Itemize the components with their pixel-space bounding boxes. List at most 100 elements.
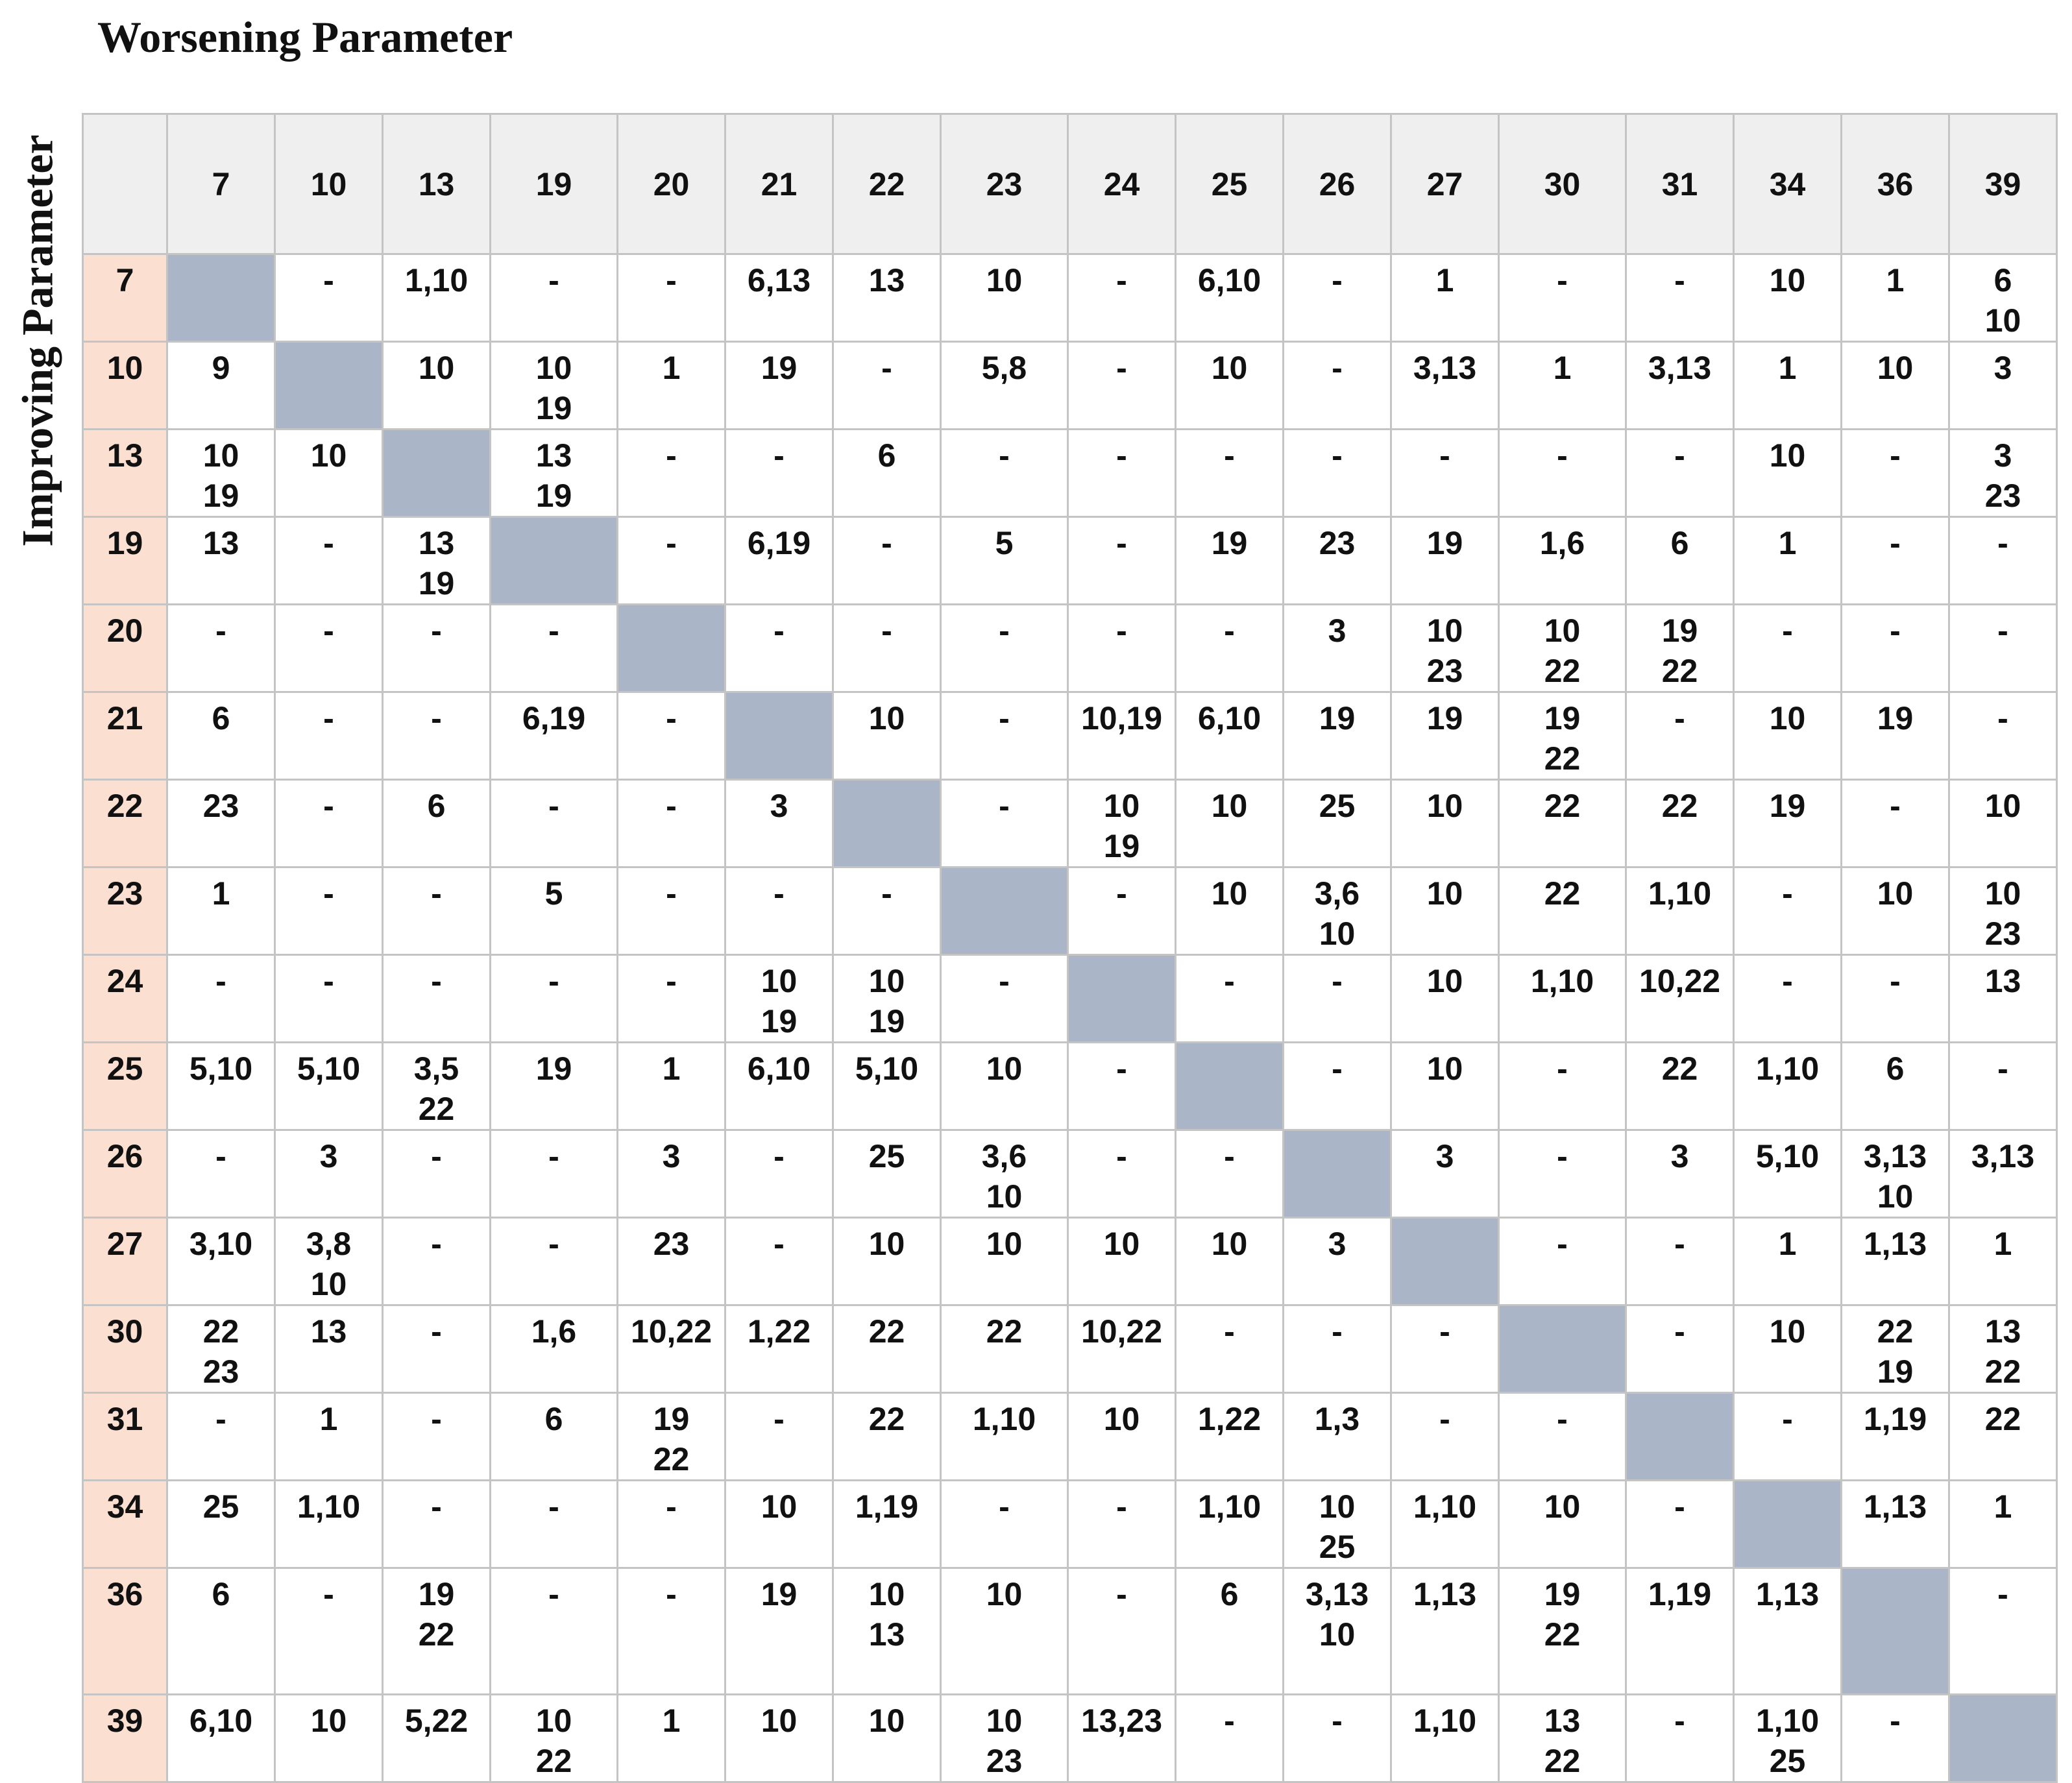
matrix-cell: 23 xyxy=(1282,516,1392,605)
row-header: 31 xyxy=(82,1392,168,1481)
matrix-cell: 5 xyxy=(489,866,618,956)
matrix-cell: 10 xyxy=(1067,1217,1176,1306)
table-row: 23 1- -5- - - -10 3,6 10 10 22 1,10-10 10 23 xyxy=(82,866,2058,956)
column-header: 10 xyxy=(274,113,384,255)
matrix-cell: 19 xyxy=(1390,516,1500,605)
matrix-cell: 1,10 xyxy=(1498,954,1627,1043)
improving-parameter-title: Improving Parameter xyxy=(12,134,62,547)
matrix-cell: 19 xyxy=(1733,779,1842,868)
matrix-cell: 19 xyxy=(1390,691,1500,781)
matrix-cell: 10 25 xyxy=(1282,1479,1392,1569)
matrix-cell: 1 xyxy=(274,1392,384,1481)
matrix-cell: 5 xyxy=(940,516,1069,605)
matrix-cell: 23 xyxy=(166,779,276,868)
matrix-cell: - xyxy=(1390,1392,1500,1481)
diagonal-cell xyxy=(1948,1693,2058,1783)
matrix-cell: 10 xyxy=(1067,1392,1176,1481)
row-header: 30 xyxy=(82,1304,168,1394)
corner-cell xyxy=(82,113,168,255)
matrix-cell: - xyxy=(1948,691,2058,781)
matrix-cell: - xyxy=(1840,516,1950,605)
matrix-cell: 25 xyxy=(166,1479,276,1569)
matrix-cell: 1 xyxy=(1733,1217,1842,1306)
matrix-cell: - xyxy=(616,253,726,343)
matrix-cell: - xyxy=(1390,1304,1500,1394)
row-header: 13 xyxy=(82,428,168,518)
matrix-cell: - xyxy=(1067,253,1176,343)
matrix-cell: - xyxy=(274,253,384,343)
matrix-cell: 22 xyxy=(1498,779,1627,868)
matrix-cell: 1,6 xyxy=(489,1304,618,1394)
matrix-cell: - xyxy=(1625,1479,1735,1569)
matrix-cell: 6 10 xyxy=(1948,253,2058,343)
matrix-cell: 13 xyxy=(1948,954,2058,1043)
matrix-cell: 3,6 10 xyxy=(940,1129,1069,1219)
table-row: 27 3,10 3,8 10- -23-10 10 10 10 3- -1 1,13 1 xyxy=(82,1217,2058,1306)
matrix-cell: 1 xyxy=(616,1041,726,1131)
row-header-label: 13 xyxy=(106,437,143,474)
matrix-cell: - xyxy=(489,253,618,343)
matrix-cell: 5,10 xyxy=(1733,1129,1842,1219)
row-header: 10 xyxy=(82,341,168,430)
matrix-cell: - xyxy=(1282,428,1392,518)
matrix-cell: 3 23 xyxy=(1948,428,2058,518)
matrix-cell: - xyxy=(1625,428,1735,518)
matrix-cell: - xyxy=(1625,1217,1735,1306)
row-header-label: 27 xyxy=(106,1226,143,1262)
row-header-label: 26 xyxy=(106,1138,143,1174)
matrix-cell: 10,19 xyxy=(1067,691,1176,781)
diagonal-cell xyxy=(1282,1129,1392,1219)
matrix-cell: - xyxy=(1175,954,1284,1043)
row-header: 26 xyxy=(82,1129,168,1219)
matrix-cell: 6,10 xyxy=(166,1693,276,1783)
matrix-cell: 19 xyxy=(1840,691,1950,781)
matrix-cell: 19 22 xyxy=(1625,603,1735,693)
matrix-cell: - xyxy=(1625,1693,1735,1783)
matrix-cell: 1 xyxy=(1948,1479,2058,1569)
matrix-cell: 1,22 xyxy=(1175,1392,1284,1481)
matrix-cell: - xyxy=(616,516,726,605)
matrix-cell: - xyxy=(1175,1129,1284,1219)
table-row: 21 6- -6,19-10-10,19 6,10 19 19 19 22-10 19- xyxy=(82,691,2058,781)
row-header: 25 xyxy=(82,1041,168,1131)
matrix-cell: 1,10 xyxy=(1390,1693,1500,1783)
matrix-cell: 3 xyxy=(1282,603,1392,693)
matrix-cell: - xyxy=(1948,1567,2058,1695)
matrix-cell: 13,23 xyxy=(1067,1693,1176,1783)
matrix-cell: 3,13 xyxy=(1948,1129,2058,1219)
matrix-cell: 3 xyxy=(616,1129,726,1219)
column-header: 24 xyxy=(1067,113,1176,255)
matrix-cell: 3,8 10 xyxy=(274,1217,384,1306)
diagonal-cell xyxy=(166,253,276,343)
diagonal-cell xyxy=(382,428,491,518)
row-header-label: 36 xyxy=(106,1576,143,1612)
matrix-cell: - xyxy=(1175,428,1284,518)
matrix-cell: 13 22 xyxy=(1948,1304,2058,1394)
matrix-cell: - xyxy=(1498,1217,1627,1306)
matrix-cell: 13 xyxy=(166,516,276,605)
row-header: 20 xyxy=(82,603,168,693)
matrix-cell: 22 xyxy=(1625,1041,1735,1131)
table-row: 26-3- -3-25 3,6 10- -3-3 5,10 3,13 10 3,13 xyxy=(82,1129,2058,1219)
matrix-cell: - xyxy=(1733,1392,1842,1481)
row-header-label: 22 xyxy=(106,788,143,824)
matrix-cell: - xyxy=(382,1217,491,1306)
column-header: 27 xyxy=(1390,113,1500,255)
table-row: 10 9 10 10 19 1 19-5,8-10-3,13 1 3,13 1 10 3 xyxy=(82,341,2058,430)
matrix-cell: 5,10 xyxy=(832,1041,942,1131)
matrix-cell: - xyxy=(1498,1041,1627,1131)
matrix-cell: 10 xyxy=(1948,779,2058,868)
table-row: 25 5,10 5,10 3,5 22 19 1 6,10 5,10 10- -10-22 1,10… xyxy=(82,1041,2058,1131)
matrix-cell: - xyxy=(274,866,384,956)
matrix-cell: 10 19 xyxy=(1067,779,1176,868)
matrix-cell: - xyxy=(1733,954,1842,1043)
matrix-cell: - xyxy=(1067,603,1176,693)
matrix-cell: 10 xyxy=(1840,866,1950,956)
matrix-cell: - xyxy=(940,1479,1069,1569)
row-header: 34 xyxy=(82,1479,168,1569)
matrix-cell: 19 22 xyxy=(382,1567,491,1695)
matrix-cell: - xyxy=(724,603,834,693)
matrix-cell: - xyxy=(382,1479,491,1569)
matrix-cell: - xyxy=(724,1392,834,1481)
matrix-cell: 22 xyxy=(832,1304,942,1394)
